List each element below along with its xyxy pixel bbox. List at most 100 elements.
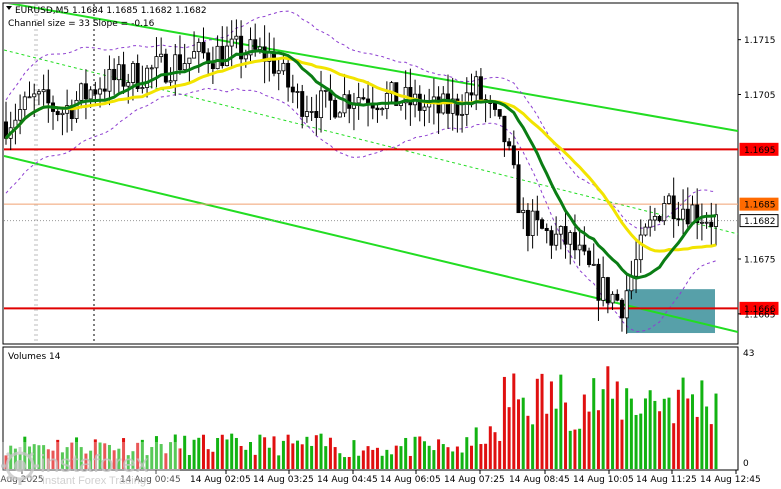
volume-bar: [488, 426, 492, 469]
candle-body: [380, 108, 385, 111]
main-plot-frame: [2, 2, 739, 345]
volume-bar: [178, 448, 182, 469]
candle-body: [102, 88, 107, 92]
candle-body: [126, 82, 131, 87]
candle-body: [384, 93, 389, 110]
volume-bar: [512, 373, 516, 469]
candle-body: [572, 232, 577, 251]
candle-body: [474, 76, 479, 96]
volume-bar: [84, 453, 88, 469]
candle-body: [229, 38, 234, 47]
candle-body: [525, 209, 530, 236]
volume-bar: [709, 424, 713, 469]
volume-title: Volumes 14: [8, 352, 61, 362]
volume-bar: [418, 436, 422, 469]
volume-bar: [140, 439, 144, 469]
volume-bar: [629, 398, 633, 469]
candle-body: [290, 86, 295, 93]
candle-body: [450, 98, 455, 114]
candle-body: [224, 45, 229, 67]
volume-bar: [150, 447, 154, 469]
volume-bar: [568, 430, 572, 469]
volume-bar: [51, 450, 55, 469]
candle-body: [319, 90, 324, 118]
candle-body: [582, 244, 587, 252]
candle-body: [596, 263, 601, 301]
volume-bar: [582, 394, 586, 469]
candle-body: [558, 226, 563, 235]
candle-body: [530, 210, 535, 236]
collapse-arrow-icon[interactable]: [6, 6, 12, 10]
candle-body: [116, 64, 121, 81]
candle-body: [239, 35, 244, 60]
candle-body: [591, 263, 596, 266]
volume-bar: [380, 455, 384, 469]
volume-bar: [371, 449, 375, 469]
candle-body: [624, 290, 629, 319]
volume-bar: [554, 408, 558, 469]
candle-body: [634, 259, 639, 277]
slow-ma-line: [4, 56, 717, 253]
candle-body: [652, 215, 657, 221]
candle-body: [112, 68, 117, 81]
volume-bar: [126, 455, 130, 469]
candle-body: [83, 83, 88, 100]
candle-body: [276, 70, 281, 74]
volume-bar: [615, 381, 619, 469]
volume-bar: [117, 448, 121, 469]
candle-body: [587, 250, 592, 265]
candle-body: [173, 54, 178, 82]
volume-bar: [145, 455, 149, 469]
volume-bar: [300, 444, 304, 469]
volume-bar: [310, 445, 314, 469]
price-tag-bg-1.1685: [739, 197, 779, 211]
price-tag-1.1695: 1.1695: [744, 146, 776, 156]
volume-bar: [559, 374, 563, 469]
volume-bar: [639, 413, 643, 469]
volume-bar: [634, 414, 638, 469]
volume-bar: [596, 410, 600, 469]
volume-bar: [535, 378, 539, 469]
candle-body: [206, 52, 211, 64]
volume-bar: [347, 456, 351, 469]
volume-bar: [324, 446, 328, 469]
x-tick-label: 14 Aug 12:45: [700, 475, 761, 485]
volume-bar: [413, 436, 417, 469]
candle-body: [27, 96, 32, 99]
volume-bar: [531, 424, 535, 469]
candle-body: [568, 232, 573, 245]
volume-bar: [164, 453, 168, 469]
candle-body: [196, 41, 201, 52]
volume-bar: [291, 443, 295, 469]
volume-bar: [60, 452, 64, 469]
volume-bar: [89, 450, 93, 469]
candle-body: [714, 214, 719, 227]
price-tag-bg-1.1666: [739, 301, 779, 315]
volume-bar: [314, 435, 318, 469]
volume-bar: [131, 451, 135, 469]
candle-body: [177, 54, 182, 71]
volume-bar: [46, 449, 50, 469]
candle-body: [549, 230, 554, 246]
volume-bar: [136, 442, 140, 469]
volume-bar: [573, 429, 577, 469]
volume-bar: [333, 447, 337, 469]
volume-bar: [578, 428, 582, 469]
volume-bar: [272, 436, 276, 469]
volume-plot-frame: [2, 346, 739, 471]
volume-bar: [352, 440, 356, 469]
candle-body: [300, 91, 305, 117]
volume-bar: [169, 442, 173, 469]
candle-body: [342, 94, 347, 114]
volume-bar: [122, 438, 126, 469]
candle-body: [243, 54, 248, 60]
volume-bar: [672, 423, 676, 469]
volume-bar: [173, 434, 177, 469]
candle-body: [187, 57, 192, 64]
volume-bar: [375, 447, 379, 469]
volume-bar: [56, 439, 60, 469]
candle-body: [356, 97, 361, 104]
candle-body: [201, 41, 206, 54]
candle-body: [455, 98, 460, 116]
candle-body: [671, 195, 676, 220]
